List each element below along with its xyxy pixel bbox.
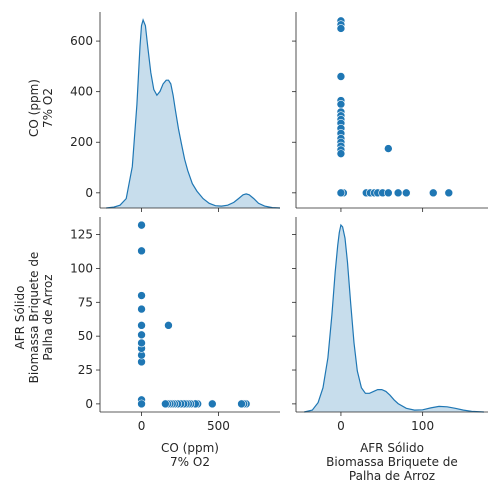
panel-co-kde: 0 200 400 600 — [70, 12, 281, 212]
x-axis-label-afr-line: Palha de Arroz — [349, 469, 435, 483]
y-tick-label: 600 — [70, 34, 93, 48]
x-axis-label-afr-line: AFR Sólido — [360, 441, 424, 455]
kde-curve — [106, 18, 281, 209]
x-axis-label-co-line: CO (ppm) — [161, 441, 219, 455]
x-tick-label: 0 — [138, 419, 146, 433]
scatter-point — [384, 144, 393, 153]
y-tick-label: 0 — [85, 397, 93, 411]
x-axis-label-co-line: 7% O2 — [170, 455, 210, 469]
scatter-point — [393, 188, 403, 198]
scatter-point — [137, 291, 146, 300]
x-tick-label: 500 — [207, 419, 230, 433]
kde-area — [106, 20, 280, 208]
scatter-point — [137, 330, 146, 340]
scatter-point — [137, 304, 146, 314]
x-tick-label: 100 — [411, 419, 434, 433]
y-axis-label-co: CO (ppm)7% O2 — [27, 79, 55, 137]
y-axis-label-co-line: CO (ppm) — [27, 79, 41, 137]
scatter-point — [428, 188, 438, 198]
scatter-point — [137, 246, 146, 256]
kde-curve — [304, 223, 484, 413]
x-axis-label-afr-line: Biomassa Briquete de — [326, 455, 458, 469]
x-axis-label-afr: AFR Sólido Biomassa Briquete de Palha de A… — [326, 441, 458, 483]
kde-area — [304, 225, 484, 412]
y-axis-label-afr-line: Biomassa Briquete de — [27, 252, 41, 384]
y-tick-label: 125 — [70, 228, 93, 242]
x-tick-label: 0 — [337, 419, 345, 433]
panel-afr-kde: 0 100 — [292, 217, 488, 433]
y-tick-label: 100 — [70, 261, 93, 275]
scatter-point — [384, 188, 393, 198]
scatter-point — [444, 188, 454, 198]
scatter-point — [137, 220, 146, 230]
scatter-point — [164, 321, 173, 330]
scatter-point — [137, 321, 146, 330]
y-axis-label-co-line: 7% O2 — [41, 88, 55, 128]
scatter-point — [336, 100, 346, 109]
scatter-point — [401, 188, 411, 198]
scatter-point — [137, 338, 146, 348]
y-axis-label-afr-line: AFR Sólido — [13, 286, 27, 350]
y-tick-label: 200 — [70, 135, 93, 149]
x-axis-label-co: CO (ppm) 7% O2 — [161, 441, 219, 469]
scatter-point — [208, 399, 217, 409]
scatter-point — [336, 149, 346, 158]
scatter-point — [336, 24, 346, 33]
panel-co-vs-afr — [292, 12, 488, 212]
y-tick-label: 75 — [78, 295, 93, 309]
scatter-point — [237, 399, 246, 409]
y-tick-label: 50 — [78, 329, 93, 343]
scatter-point — [336, 72, 346, 81]
y-axis-label-afr: AFR SólidoBiomassa Briquete dePalha de A… — [13, 252, 55, 384]
y-axis-label-afr-line: Palha de Arroz — [41, 274, 55, 360]
scatter-point — [161, 399, 170, 409]
scatter-point — [336, 188, 346, 198]
y-tick-label: 0 — [85, 186, 93, 200]
scatter-point — [137, 399, 146, 409]
panel-afr-vs-co: 0 500 0 25 50 75 100 125 — [70, 217, 280, 433]
y-tick-label: 25 — [78, 363, 93, 377]
y-tick-label: 400 — [70, 85, 93, 99]
